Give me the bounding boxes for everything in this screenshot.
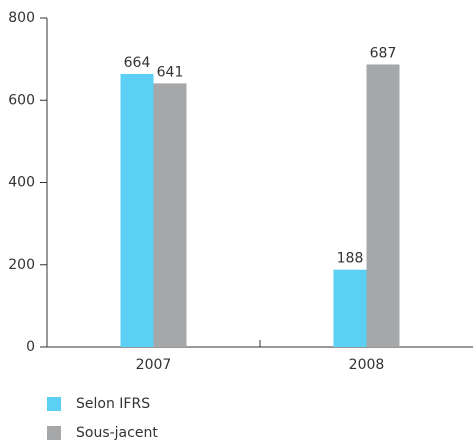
y-tick-label: 200 bbox=[8, 257, 35, 273]
legend-swatch bbox=[47, 397, 61, 411]
value-label: 687 bbox=[370, 45, 397, 61]
legend-swatch bbox=[47, 426, 61, 440]
legend-label: Selon IFRS bbox=[76, 396, 150, 412]
bar bbox=[120, 73, 154, 348]
bar bbox=[366, 64, 400, 347]
y-tick-label: 400 bbox=[8, 175, 35, 191]
y-tick-label: 0 bbox=[26, 339, 35, 355]
value-label: 664 bbox=[124, 55, 151, 71]
y-tick-label: 600 bbox=[8, 92, 35, 108]
bar bbox=[333, 269, 367, 347]
value-label: 641 bbox=[157, 64, 184, 80]
x-tick-label: 2007 bbox=[136, 357, 172, 373]
x-tick-label: 2008 bbox=[349, 357, 385, 373]
bar bbox=[153, 83, 187, 348]
legend-label: Sous-jacent bbox=[76, 425, 158, 441]
value-label: 188 bbox=[337, 251, 364, 267]
y-tick-label: 800 bbox=[8, 10, 35, 26]
